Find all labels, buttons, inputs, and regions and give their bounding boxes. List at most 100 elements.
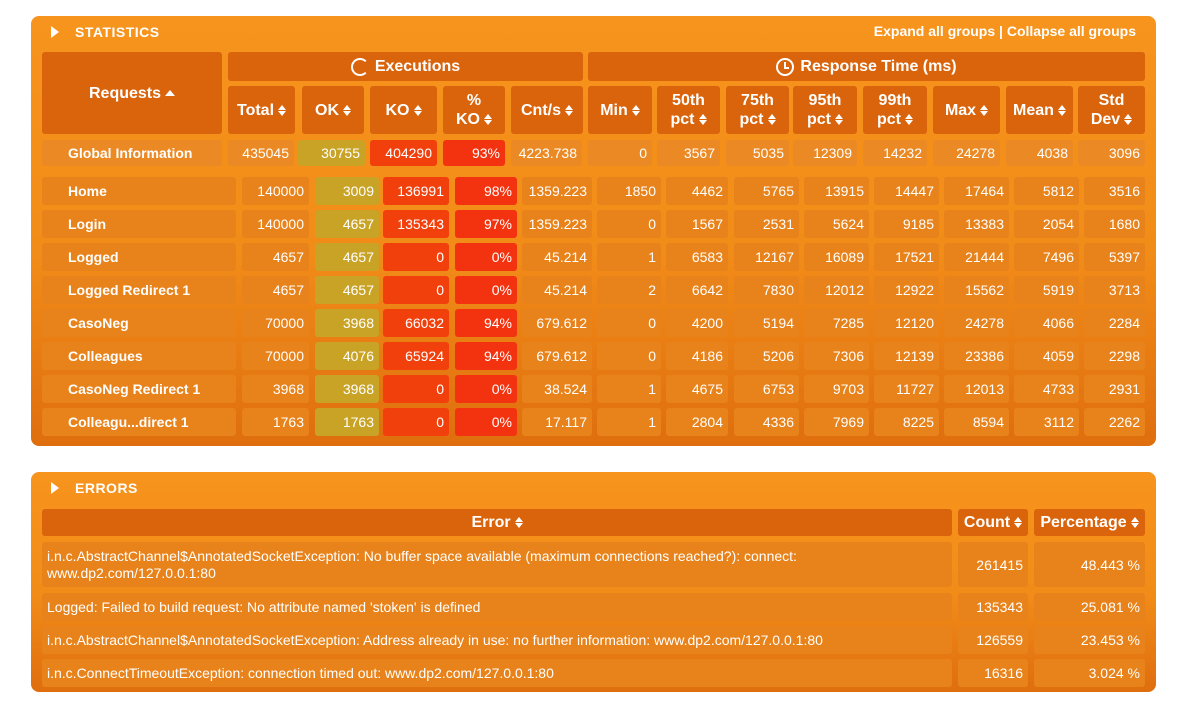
p99-column-header[interactable]: 99th pct xyxy=(863,86,927,134)
std-value: 2931 xyxy=(1084,375,1145,403)
pct-ko-column-header[interactable]: % KO xyxy=(443,86,505,134)
header-line: Cnt/s xyxy=(521,101,561,119)
statistics-toggle[interactable]: STATISTICS xyxy=(51,24,160,40)
sort-ascending-icon xyxy=(165,90,176,96)
total-value: 140000 xyxy=(242,210,309,238)
p50-value: 4200 xyxy=(666,309,728,337)
header-line: Mean xyxy=(1013,101,1054,119)
header-line: % xyxy=(466,92,482,109)
errors-toggle[interactable]: ERRORS xyxy=(51,480,138,496)
request-name: Global Information xyxy=(42,140,222,166)
request-name[interactable]: Colleagu...direct 1 xyxy=(42,408,236,436)
error-message: Logged: Failed to build request: No attr… xyxy=(42,593,952,621)
cnt-header-label: Cnt/s xyxy=(521,101,573,120)
mean-value: 7496 xyxy=(1014,243,1079,271)
request-name[interactable]: CasoNeg xyxy=(42,309,236,337)
mean-value: 4066 xyxy=(1014,309,1079,337)
header-line: pct xyxy=(670,111,695,128)
ko-value: 404290 xyxy=(370,140,437,166)
total-value: 70000 xyxy=(242,342,309,370)
header-line: pct xyxy=(877,111,901,128)
ko-value: 0 xyxy=(383,408,449,436)
p95-value: 7285 xyxy=(804,309,869,337)
request-name[interactable]: Login xyxy=(42,210,236,238)
p50-value: 1567 xyxy=(666,210,728,238)
p95-value: 7969 xyxy=(804,408,869,436)
p95-value: 12309 xyxy=(793,140,857,166)
std-value: 2262 xyxy=(1084,408,1145,436)
p99-value: 17521 xyxy=(874,243,939,271)
min-value: 1 xyxy=(597,408,661,436)
error-column-header[interactable]: Error xyxy=(42,509,952,536)
expand-all-groups-link[interactable]: Expand all groups xyxy=(873,23,996,39)
expand-triangle-icon xyxy=(51,482,59,494)
cnt-value: 679.612 xyxy=(522,309,592,337)
max-column-header[interactable]: Max xyxy=(933,86,1000,134)
max-value: 15562 xyxy=(944,276,1009,304)
ok-column-header[interactable]: OK xyxy=(302,86,364,134)
total-value: 3968 xyxy=(242,375,309,403)
ok-header-label: OK xyxy=(315,101,351,120)
p75-value: 4336 xyxy=(734,408,799,436)
p95-value: 13915 xyxy=(804,177,869,205)
ok-value: 1763 xyxy=(315,408,379,436)
error-count: 261415 xyxy=(958,542,1028,587)
pct-ko-value: 94% xyxy=(455,309,517,337)
p75-value: 5035 xyxy=(726,140,789,166)
p95-column-header[interactable]: 95th pct xyxy=(793,86,857,134)
min-column-header[interactable]: Min xyxy=(588,86,652,134)
p99-value: 8225 xyxy=(874,408,939,436)
std-value: 3713 xyxy=(1084,276,1145,304)
request-name[interactable]: Colleagues xyxy=(42,342,236,370)
std-value: 1680 xyxy=(1084,210,1145,238)
p50-value: 6583 xyxy=(666,243,728,271)
std-column-header[interactable]: Std Dev xyxy=(1078,86,1145,134)
min-value: 2 xyxy=(597,276,661,304)
std-value: 2284 xyxy=(1084,309,1145,337)
response-time-group-header: Response Time (ms) xyxy=(588,52,1145,81)
total-column-header[interactable]: Total xyxy=(228,86,295,134)
count-column-header[interactable]: Count xyxy=(958,509,1028,536)
pct-ko-header-label: % KO xyxy=(456,91,492,129)
error-percentage: 3.024 % xyxy=(1034,659,1145,687)
p95-value: 5624 xyxy=(804,210,869,238)
p75-value: 12167 xyxy=(734,243,799,271)
executions-header-label: Executions xyxy=(374,58,461,75)
p50-value: 2804 xyxy=(666,408,728,436)
request-name[interactable]: Logged Redirect 1 xyxy=(42,276,236,304)
min-value: 0 xyxy=(597,342,661,370)
error-percentage: 48.443 % xyxy=(1034,542,1145,587)
total-value: 1763 xyxy=(242,408,309,436)
percentage-column-header[interactable]: Percentage xyxy=(1034,509,1145,536)
pct-ko-value: 0% xyxy=(455,408,517,436)
header-line: Total xyxy=(236,101,275,119)
p75-column-header[interactable]: 75th pct xyxy=(726,86,789,134)
mean-column-header[interactable]: Mean xyxy=(1006,86,1073,134)
sort-icon xyxy=(980,104,989,116)
error-header-label: Error xyxy=(471,514,511,531)
mean-value: 2054 xyxy=(1014,210,1079,238)
p50-column-header[interactable]: 50th pct xyxy=(657,86,720,134)
ko-column-header[interactable]: KO xyxy=(370,86,437,134)
error-percentage: 23.453 % xyxy=(1034,626,1145,654)
p99-value: 12120 xyxy=(874,309,939,337)
sort-icon xyxy=(484,114,492,126)
collapse-all-groups-link[interactable]: Collapse all groups xyxy=(1006,23,1136,39)
request-name[interactable]: Home xyxy=(42,177,236,205)
mean-value: 5919 xyxy=(1014,276,1079,304)
ko-value: 65924 xyxy=(383,342,449,370)
mean-value: 4059 xyxy=(1014,342,1079,370)
requests-header[interactable]: Requests xyxy=(42,52,222,134)
ko-value: 66032 xyxy=(383,309,449,337)
mean-value: 4038 xyxy=(1006,140,1073,166)
max-header-label: Max xyxy=(944,101,989,120)
request-name[interactable]: CasoNeg Redirect 1 xyxy=(42,375,236,403)
p75-value: 5206 xyxy=(734,342,799,370)
header-line: Max xyxy=(944,101,977,119)
request-name[interactable]: Logged xyxy=(42,243,236,271)
cnt-column-header[interactable]: Cnt/s xyxy=(511,86,583,134)
p50-value: 4186 xyxy=(666,342,728,370)
error-count: 16316 xyxy=(958,659,1028,687)
pct-ko-value: 94% xyxy=(455,342,517,370)
p50-value: 3567 xyxy=(657,140,720,166)
